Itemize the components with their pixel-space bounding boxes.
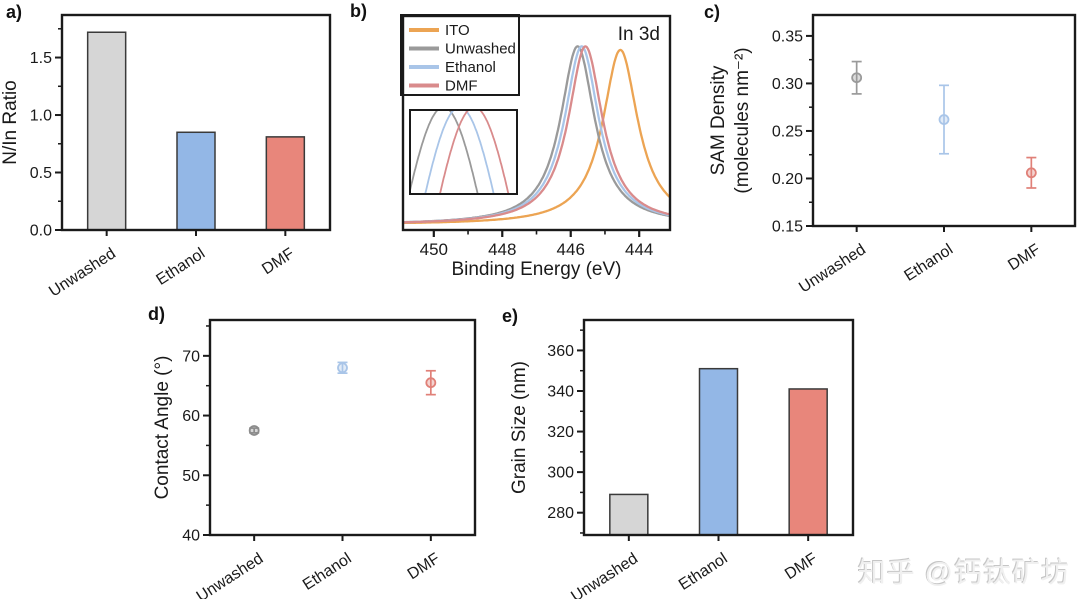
- x-category-label: DMF: [1005, 241, 1044, 274]
- y-tick-label: 0.0: [30, 223, 52, 240]
- curve-ito: [403, 48, 670, 225]
- point-ethanol: [938, 114, 950, 125]
- y-tick-label: 320: [547, 424, 574, 441]
- panel-letter-c: c): [704, 2, 721, 22]
- panel-svg-e: 280 300 320 340 360 Grain Size (nm) Unwashed Et…: [509, 318, 855, 604]
- x-category-label: DMF: [259, 245, 298, 278]
- y-tick-label: 0.30: [772, 76, 803, 93]
- spectrum-annotation: In 3d: [618, 24, 660, 45]
- bar-ethanol: [698, 367, 739, 536]
- x-category-label: Unwashed: [796, 241, 869, 296]
- x-tick-label: 448: [488, 240, 516, 259]
- y-tick-label: 0.20: [772, 171, 803, 188]
- point-ethanol: [337, 362, 348, 374]
- inset-curve-dmf: [438, 110, 510, 194]
- panel-svg-a: 0.0 0.5 1.0 1.5 N/In Ratio Unwashed Ethanol DMF: [0, 13, 332, 301]
- x-axis-label: Binding Energy (eV): [451, 259, 621, 280]
- x-tick-label: 450: [420, 240, 448, 259]
- curves-group: [403, 45, 670, 225]
- x-category-label: Ethanol: [300, 550, 355, 594]
- inset-curve-unwashed: [410, 110, 479, 194]
- inset-curves-group: [410, 110, 510, 194]
- panel-letter-b: b): [350, 1, 367, 21]
- y-tick-label: 340: [547, 383, 574, 400]
- inset-curve-ethanol: [424, 110, 495, 194]
- y-axis-label: Grain Size (nm): [509, 361, 530, 494]
- bar-dmf: [788, 388, 828, 536]
- panel-letter-d: d): [148, 304, 165, 324]
- bar-dmf: [265, 136, 306, 231]
- curve-dmf: [403, 45, 670, 224]
- y-tick-label: 0.35: [772, 28, 803, 45]
- plot-border: [208, 318, 477, 537]
- y-tick-label: 40: [182, 528, 200, 545]
- plot-border: [811, 13, 1077, 228]
- point-unwashed: [851, 72, 863, 84]
- x-tick-label: 444: [625, 240, 653, 259]
- point-dmf: [1025, 167, 1037, 179]
- chart-contact-angle-scatter: 40 50 60 70 Contact Angle (°) Unwashed Ethanol…: [140, 300, 485, 604]
- y-axis-label: (molecules nm⁻²): [732, 47, 753, 193]
- y-axis-label: N/In Ratio: [0, 80, 21, 164]
- x-category-label: Unwashed: [194, 550, 267, 599]
- bar-unwashed: [86, 31, 127, 231]
- plot-border: [401, 14, 672, 232]
- plot-border: [60, 13, 332, 232]
- legend-label-ito: ITO: [445, 22, 470, 39]
- point-dmf: [425, 377, 437, 389]
- plot-border: [582, 318, 855, 537]
- bar-unwashed: [609, 493, 649, 536]
- legend-label-ethanol: Ethanol: [445, 59, 496, 76]
- y-axis-label: SAM Density: [708, 65, 729, 175]
- panel-letter-a: a): [6, 2, 23, 22]
- legend-label-dmf: DMF: [445, 78, 478, 95]
- legend-label-unwashed: Unwashed: [445, 41, 516, 58]
- watermark-text: 知乎 @钙钛矿坊: [857, 557, 1070, 588]
- chart-sam-density-scatter: 0.15 0.20 0.25 0.30 0.35 SAM Density (molecule…: [700, 0, 1080, 300]
- point-unwashed: [248, 425, 260, 436]
- y-tick-label: 50: [182, 468, 200, 485]
- x-category-label: Ethanol: [676, 550, 731, 594]
- panel-letter-e: e): [502, 306, 519, 326]
- x-category-label: Unwashed: [46, 245, 119, 300]
- y-tick-label: 0.15: [772, 219, 803, 236]
- chart-xps-in3d-spectra: 450 448 446 444 Binding Energy (eV) In 3d ITO U…: [345, 0, 700, 300]
- y-tick-label: 60: [182, 408, 200, 425]
- x-category-label: Ethanol: [153, 245, 208, 289]
- y-axis-label: Contact Angle (°): [152, 356, 173, 500]
- x-category-label: Ethanol: [901, 241, 956, 285]
- x-category-label: DMF: [782, 550, 821, 583]
- y-tick-label: 0.25: [772, 123, 803, 140]
- x-category-label: DMF: [405, 550, 444, 583]
- y-tick-label: 280: [547, 505, 574, 522]
- x-tick-label: 446: [557, 240, 585, 259]
- chart-nin-ratio-bar: 0.0 0.5 1.0 1.5 N/In Ratio Unwashed Ethanol DMF: [0, 0, 345, 301]
- y-tick-label: 70: [182, 348, 200, 365]
- y-tick-label: 360: [547, 343, 574, 360]
- y-tick-label: 1.5: [30, 50, 52, 67]
- panel-svg-c: 0.15 0.20 0.25 0.30 0.35 SAM Density (molecule…: [708, 13, 1077, 297]
- inset-border: [409, 109, 518, 195]
- y-tick-label: 1.0: [30, 108, 52, 125]
- panel-svg-d: 40 50 60 70 Contact Angle (°) Unwashed Ethanol…: [152, 318, 477, 604]
- y-tick-label: 300: [547, 465, 574, 482]
- bar-ethanol: [176, 131, 216, 231]
- x-category-label: Unwashed: [568, 550, 641, 599]
- chart-grain-size-bar: 280 300 320 340 360 Grain Size (nm) Unwashed Et…: [490, 300, 860, 604]
- y-tick-label: 0.5: [30, 165, 52, 182]
